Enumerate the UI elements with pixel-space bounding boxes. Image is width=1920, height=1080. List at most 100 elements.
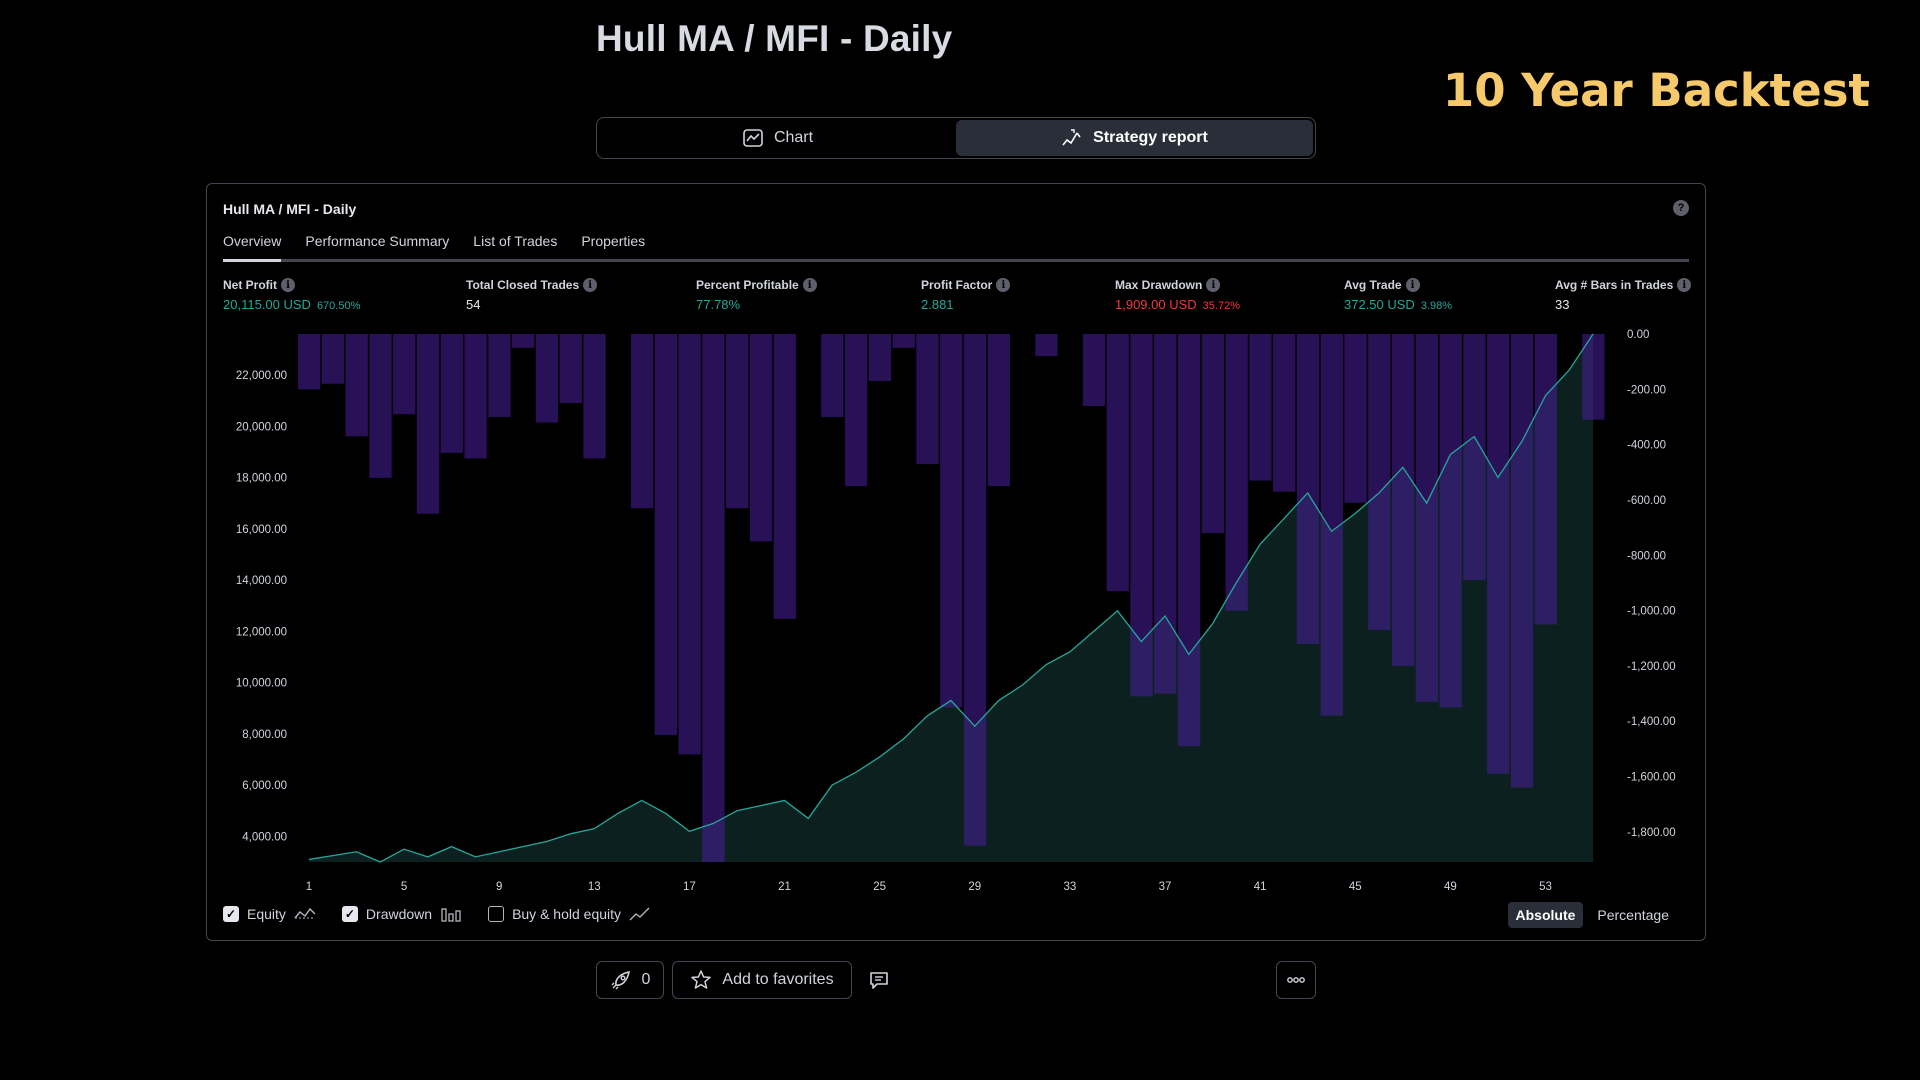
- tab-properties[interactable]: Properties: [581, 233, 646, 249]
- drawdown-bar: [583, 334, 606, 459]
- view-toggle: Chart Strategy report: [596, 117, 1316, 159]
- drawdown-bar: [1463, 334, 1486, 581]
- add-to-favorites-button[interactable]: Add to favorites: [672, 961, 852, 999]
- drawdown-bar: [1130, 334, 1153, 697]
- y-left-tick-label: 16,000.00: [236, 524, 287, 536]
- metric-value: 372.50 USD: [1344, 297, 1415, 312]
- tab-performance-summary[interactable]: Performance Summary: [305, 233, 450, 249]
- drawdown-bar: [1368, 334, 1391, 630]
- x-tick-label: 53: [1539, 881, 1552, 893]
- metric-percent-profitable: Percent Profitable i 77.78%: [696, 278, 817, 312]
- tab-list-of-trades[interactable]: List of Trades: [473, 233, 558, 249]
- page-title: Hull MA / MFI - Daily: [596, 18, 953, 59]
- info-icon[interactable]: i: [1677, 278, 1692, 292]
- drawdown-bar: [488, 334, 511, 417]
- x-tick-label: 45: [1349, 881, 1362, 893]
- info-icon[interactable]: i: [1405, 278, 1420, 292]
- legend-drawdown-toggle[interactable]: ✓ Drawdown: [341, 906, 462, 922]
- equity-line-icon: [294, 907, 316, 919]
- boost-count: 0: [641, 971, 651, 988]
- legend-buy-hold-label: Buy & hold equity: [512, 906, 622, 922]
- y-right-tick-label: -1,600.00: [1627, 772, 1676, 784]
- metric-value: 2.881: [921, 297, 954, 312]
- comments-button[interactable]: [862, 961, 896, 999]
- y-left-tick-label: 8,000.00: [242, 729, 287, 741]
- info-icon[interactable]: i: [1206, 278, 1221, 292]
- info-icon[interactable]: i: [802, 278, 817, 292]
- metric-profit-factor: Profit Factor i 2.881: [921, 278, 1011, 312]
- drawdown-bar: [1225, 334, 1248, 611]
- metric-sub-value: 670.50%: [316, 300, 361, 312]
- x-tick-label: 5: [401, 881, 407, 893]
- drawdown-bar: [1582, 334, 1605, 420]
- info-icon[interactable]: i: [281, 278, 295, 292]
- checkbox-unchecked-icon[interactable]: [488, 906, 505, 922]
- y-left-tick-label: 10,000.00: [236, 678, 287, 690]
- drawdown-bar: [1415, 334, 1439, 702]
- report-tabs: Overview Performance Summary List of Tra…: [223, 233, 1689, 262]
- absolute-scale-button[interactable]: Absolute: [1507, 902, 1584, 928]
- drawdown-bar: [1487, 334, 1510, 774]
- boost-button[interactable]: 0: [596, 961, 664, 999]
- rocket-icon: [611, 970, 630, 990]
- strategy-report-icon: [1062, 129, 1081, 146]
- x-tick-label: 37: [1159, 881, 1172, 893]
- metric-label: Total Closed Trades: [466, 278, 580, 292]
- metric-avg-bars-in-trades: Avg # Bars in Trades i 33: [1555, 278, 1692, 312]
- y-left-tick-label: 20,000.00: [236, 421, 287, 433]
- percentage-scale-button[interactable]: Percentage: [1597, 907, 1669, 923]
- metric-value: 20,115.00 USD: [223, 297, 311, 312]
- more-dots-icon: [1287, 977, 1305, 983]
- drawdown-bar: [1106, 334, 1129, 592]
- drawdown-bar: [940, 334, 963, 708]
- drawdown-bar: [440, 334, 463, 453]
- backtest-banner: 10 Year Backtest: [1442, 64, 1870, 117]
- strategy-report-tab-button[interactable]: Strategy report: [956, 120, 1313, 156]
- add-to-favorites-label: Add to favorites: [722, 971, 834, 988]
- y-right-tick-label: -1,200.00: [1627, 661, 1676, 673]
- metric-max-drawdown: Max Drawdown i 1,909.00 USD 35.72%: [1115, 278, 1240, 312]
- metric-sub-value: 35.72%: [1202, 300, 1240, 312]
- y-right-tick-label: 0.00: [1627, 329, 1649, 341]
- strategy-report-tab-label: Strategy report: [1093, 129, 1208, 146]
- drawdown-bar: [1082, 334, 1106, 406]
- drawdown-bar: [844, 334, 868, 487]
- chart-tab-button[interactable]: Chart: [599, 120, 956, 156]
- drawdown-bar: [1510, 334, 1534, 788]
- drawdown-bar: [702, 334, 725, 862]
- drawdown-bar: [416, 334, 440, 514]
- drawdown-bar: [892, 334, 915, 348]
- x-tick-label: 21: [778, 881, 791, 893]
- help-icon[interactable]: ?: [1673, 200, 1689, 216]
- drawdown-bar: [726, 334, 749, 509]
- y-right-tick-label: -1,000.00: [1627, 606, 1676, 618]
- x-tick-label: 25: [873, 881, 886, 893]
- drawdown-bar: [393, 334, 416, 415]
- info-icon[interactable]: i: [996, 278, 1011, 292]
- metric-label: Profit Factor: [921, 278, 993, 292]
- x-tick-label: 1: [306, 881, 312, 893]
- y-left-tick-label: 6,000.00: [242, 780, 287, 792]
- checkbox-checked-icon[interactable]: ✓: [341, 906, 358, 922]
- chart-tab-label: Chart: [773, 129, 814, 146]
- report-title: Hull MA / MFI - Daily: [223, 201, 357, 217]
- comment-icon: [870, 972, 888, 989]
- strategy-report-panel: 22,000.00 20,000.00 18,000.00 16,000.00 14,0…: [206, 183, 1706, 941]
- more-options-button[interactable]: [1276, 961, 1316, 999]
- checkbox-checked-icon[interactable]: ✓: [223, 906, 239, 922]
- drawdown-bar: [464, 334, 487, 459]
- info-icon[interactable]: i: [583, 278, 598, 292]
- star-icon: [691, 970, 712, 989]
- y-right-tick-label: -600.00: [1627, 495, 1666, 507]
- x-tick-label: 29: [968, 881, 981, 893]
- drawdown-bar: [1344, 334, 1367, 503]
- drawdown-bar: [298, 334, 321, 390]
- drawdown-bar: [1273, 334, 1296, 492]
- metric-label: Max Drawdown: [1115, 278, 1203, 292]
- legend-buy-hold-toggle[interactable]: Buy & hold equity: [488, 906, 651, 922]
- y-left-tick-label: 12,000.00: [236, 626, 287, 638]
- metric-value: 54: [466, 297, 481, 312]
- drawdown-bar: [1035, 334, 1058, 357]
- legend-equity-toggle[interactable]: ✓ Equity: [223, 906, 316, 922]
- tab-overview[interactable]: Overview: [223, 233, 282, 262]
